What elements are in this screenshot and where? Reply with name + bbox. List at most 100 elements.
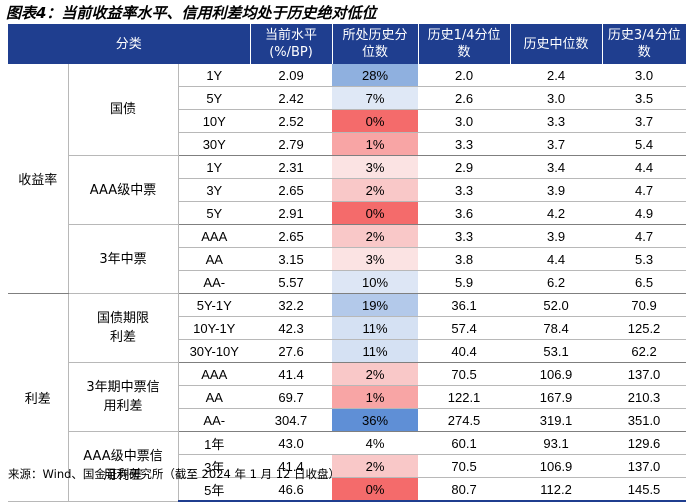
median-cell: 3.3 <box>510 109 603 133</box>
term-cell: 1Y <box>177 155 251 179</box>
table-row: AA 3.15 3% 3.8 4.4 5.3 <box>8 247 687 271</box>
q3-cell: 125.2 <box>602 316 687 340</box>
median-cell: 3.9 <box>510 178 603 202</box>
term-cell: AA- <box>177 408 251 432</box>
q3-cell: 145.5 <box>602 477 687 502</box>
table-row: 30Y-10Y 27.6 11% 40.4 53.1 62.2 <box>8 339 687 363</box>
term-cell: AA <box>177 247 251 271</box>
q1-cell: 70.5 <box>418 362 511 386</box>
q1-cell: 2.9 <box>418 155 511 179</box>
q3-cell: 70.9 <box>602 293 687 317</box>
percentile-cell: 2% <box>332 224 419 248</box>
q3-cell: 129.6 <box>602 431 687 455</box>
q3-cell: 351.0 <box>602 408 687 432</box>
q3-cell: 137.0 <box>602 454 687 478</box>
median-cell: 4.2 <box>510 201 603 225</box>
current-level-cell: 42.3 <box>250 316 333 340</box>
q1-cell: 274.5 <box>418 408 511 432</box>
data-table: 分类 当前水平 (%/BP) 所处历史分 位数 历史1/4分位 数 历史中位数 … <box>8 24 687 502</box>
subgroup-label: AAA级中票 <box>68 155 179 225</box>
current-level-cell: 2.79 <box>250 132 333 156</box>
group-label: 收益率 <box>8 64 69 294</box>
q1-cell: 3.3 <box>418 132 511 156</box>
median-cell: 52.0 <box>510 293 603 317</box>
table-row: AA- 304.7 36% 274.5 319.1 351.0 <box>8 408 687 432</box>
percentile-cell: 3% <box>332 155 419 179</box>
median-cell: 6.2 <box>510 270 603 294</box>
q1-cell: 122.1 <box>418 385 511 409</box>
term-cell: AAA <box>177 224 251 248</box>
percentile-cell: 11% <box>332 339 419 363</box>
q1-cell: 3.3 <box>418 178 511 202</box>
term-cell: 10Y-1Y <box>177 316 251 340</box>
figure-title: 图表4：当前收益率水平、信用利差均处于历史绝对低位 <box>6 4 377 22</box>
q1-cell: 3.6 <box>418 201 511 225</box>
percentile-cell: 4% <box>332 431 419 455</box>
q1-cell: 80.7 <box>418 477 511 502</box>
q3-cell: 5.4 <box>602 132 687 156</box>
percentile-cell: 2% <box>332 178 419 202</box>
term-cell: 10Y <box>177 109 251 133</box>
term-cell: AA- <box>177 270 251 294</box>
q3-cell: 3.0 <box>602 64 687 87</box>
percentile-cell: 2% <box>332 454 419 478</box>
q3-cell: 4.9 <box>602 201 687 225</box>
header-median: 历史中位数 <box>509 24 603 64</box>
current-level-cell: 2.65 <box>250 224 333 248</box>
current-level-cell: 69.7 <box>250 385 333 409</box>
current-level-cell: 2.42 <box>250 86 333 110</box>
percentile-cell: 1% <box>332 385 419 409</box>
table-row: AA- 5.57 10% 5.9 6.2 6.5 <box>8 270 687 294</box>
header-q1: 历史1/4分位 数 <box>417 24 511 64</box>
current-level-cell: 2.09 <box>250 64 333 87</box>
percentile-cell: 7% <box>332 86 419 110</box>
term-cell: 30Y-10Y <box>177 339 251 363</box>
q1-cell: 70.5 <box>418 454 511 478</box>
table-row: AAA级中票信 用利差 1年 43.0 4% 60.1 93.1 129.6 <box>8 431 687 502</box>
percentile-cell: 0% <box>332 109 419 133</box>
table-row: 收益率 国债 1Y 2.09 28% 2.0 2.4 3.0 <box>8 64 687 294</box>
current-level-cell: 41.4 <box>250 454 333 478</box>
q1-cell: 3.8 <box>418 247 511 271</box>
median-cell: 319.1 <box>510 408 603 432</box>
current-level-cell: 27.6 <box>250 339 333 363</box>
median-cell: 167.9 <box>510 385 603 409</box>
current-level-cell: 5.57 <box>250 270 333 294</box>
term-cell: 3年 <box>177 454 251 478</box>
q3-cell: 4.4 <box>602 155 687 179</box>
table-row: 10Y-1Y 42.3 11% 57.4 78.4 125.2 <box>8 316 687 340</box>
subgroup-label: 3年期中票信 用利差 <box>68 362 179 432</box>
current-level-cell: 41.4 <box>250 362 333 386</box>
current-level-cell: 3.15 <box>250 247 333 271</box>
percentile-cell: 10% <box>332 270 419 294</box>
percentile-cell: 3% <box>332 247 419 271</box>
percentile-cell: 2% <box>332 362 419 386</box>
table-row: 5Y 2.42 7% 2.6 3.0 3.5 <box>8 86 687 110</box>
current-level-cell: 2.91 <box>250 201 333 225</box>
q3-cell: 137.0 <box>602 362 687 386</box>
median-cell: 53.1 <box>510 339 603 363</box>
term-cell: 5Y <box>177 86 251 110</box>
table-row: 5Y 2.91 0% 3.6 4.2 4.9 <box>8 201 687 225</box>
percentile-cell: 28% <box>332 64 419 87</box>
q1-cell: 3.3 <box>418 224 511 248</box>
term-cell: 5Y <box>177 201 251 225</box>
q3-cell: 210.3 <box>602 385 687 409</box>
q3-cell: 4.7 <box>602 224 687 248</box>
percentile-cell: 0% <box>332 477 419 502</box>
subgroup-label: 国债 <box>68 64 179 156</box>
current-level-cell: 2.31 <box>250 155 333 179</box>
table-row: AA 69.7 1% 122.1 167.9 210.3 <box>8 385 687 409</box>
median-cell: 3.0 <box>510 86 603 110</box>
term-cell: 3Y <box>177 178 251 202</box>
q1-cell: 36.1 <box>418 293 511 317</box>
q1-cell: 2.6 <box>418 86 511 110</box>
term-cell: 1Y <box>177 64 251 87</box>
header-current: 当前水平 (%/BP) <box>249 24 333 64</box>
median-cell: 112.2 <box>510 477 603 502</box>
term-cell: 5Y-1Y <box>177 293 251 317</box>
percentile-cell: 36% <box>332 408 419 432</box>
median-cell: 2.4 <box>510 64 603 87</box>
median-cell: 4.4 <box>510 247 603 271</box>
subgroup-label: 3年中票 <box>68 224 179 294</box>
